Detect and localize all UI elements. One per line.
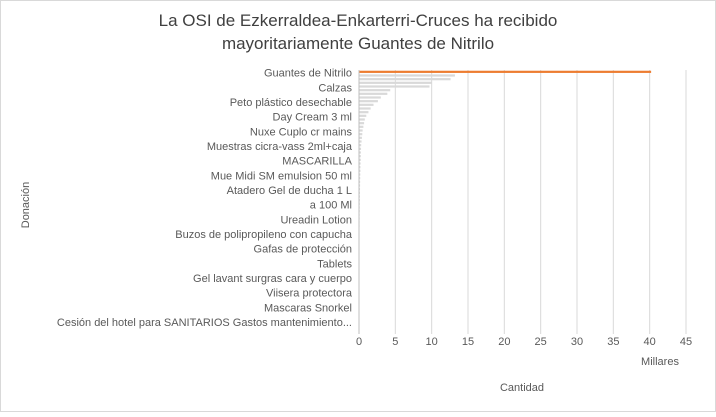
y-tick-label: Calzas [318, 82, 352, 94]
y-tick-label: Gel lavant surgras cara y cuerpo [193, 273, 352, 285]
y-tick-label: Muestras cicra-vass 2ml+caja [207, 141, 353, 153]
y-tick-label: Viisera protectora [266, 288, 353, 300]
x-tick-label: 20 [498, 336, 510, 348]
bar [359, 89, 390, 91]
bar [359, 129, 363, 131]
bar [359, 104, 374, 106]
x-tick-label: 40 [644, 336, 656, 348]
bar [359, 78, 451, 80]
bar [359, 74, 455, 76]
bar [359, 107, 371, 109]
x-tick-label: 25 [535, 336, 547, 348]
y-tick-label: Peto plástico desechable [230, 97, 352, 109]
y-tick-label: Ureadin Lotion [280, 214, 352, 226]
y-axis-label: Donación [20, 182, 32, 228]
x-tick-label: 15 [462, 336, 474, 348]
y-tick-label: Tablets [317, 258, 352, 270]
bar [359, 115, 366, 117]
bar [359, 122, 364, 124]
bar [359, 96, 381, 98]
x-tick-label: 45 [680, 336, 692, 348]
bar [359, 100, 378, 102]
x-tick-label: 10 [426, 336, 438, 348]
y-tick-label: Mascaras Snorkel [264, 302, 352, 314]
y-tick-label: a 100 Ml [310, 200, 352, 212]
bar [359, 71, 651, 73]
bar [359, 111, 368, 113]
y-tick-label: Guantes de Nitrilo [264, 68, 352, 80]
y-tick-label: Gafas de protección [254, 244, 352, 256]
bar [359, 118, 365, 120]
y-tick-label: Day Cream 3 ml [273, 112, 352, 124]
x-tick-label: 35 [607, 336, 619, 348]
x-axis-label: Cantidad [500, 382, 544, 394]
bar [359, 82, 432, 84]
bar [359, 85, 429, 87]
bar [359, 93, 387, 95]
y-tick-label: Nuxe Cuplo cr mains [250, 126, 353, 138]
x-tick-label: 30 [571, 336, 583, 348]
y-tick-label: Cesión del hotel para SANITARIOS Gastos … [57, 317, 352, 329]
bar [359, 126, 363, 128]
y-tick-label: Buzos de polipropileno con capucha [175, 229, 353, 241]
x-tick-label: 5 [392, 336, 398, 348]
y-tick-label: Atadero Gel de ducha 1 L [227, 185, 352, 197]
x-unit-label: Millares [641, 356, 679, 368]
y-tick-label: Mue Midi SM emulsion 50 ml [211, 170, 352, 182]
x-tick-label: 0 [356, 336, 362, 348]
y-tick-label: MASCARILLA [282, 156, 352, 168]
